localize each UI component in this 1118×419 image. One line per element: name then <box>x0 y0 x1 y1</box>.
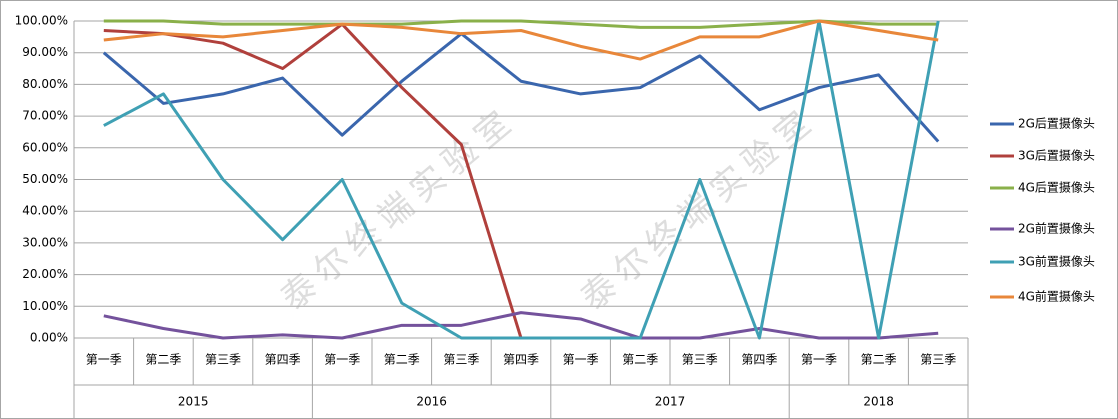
x-tick-label: 第三季 <box>682 353 718 367</box>
x-tick-label: 第四季 <box>741 353 777 367</box>
group-label: 2018 <box>863 395 894 409</box>
y-tick-label: 80.00% <box>22 77 68 91</box>
y-tick-label: 20.00% <box>22 267 68 281</box>
group-label: 2017 <box>655 395 686 409</box>
series-line <box>103 19 940 340</box>
group-label: 2016 <box>416 395 447 409</box>
x-tick-label: 第三季 <box>205 353 241 367</box>
legend-label: 3G后置摄像头 <box>1018 148 1095 163</box>
group-label: 2015 <box>178 395 209 409</box>
legend-label: 4G后置摄像头 <box>1018 180 1095 195</box>
x-tick-label: 第四季 <box>265 353 301 367</box>
y-tick-label: 0.00% <box>30 331 68 345</box>
x-tick-label: 第三季 <box>443 353 479 367</box>
x-tick-label: 第四季 <box>503 353 539 367</box>
x-tick-label: 第二季 <box>622 353 658 367</box>
legend-label: 2G前置摄像头 <box>1018 221 1095 236</box>
y-tick-label: 50.00% <box>22 172 68 186</box>
legend-label: 3G前置摄像头 <box>1018 254 1095 269</box>
x-tick-label: 第二季 <box>861 353 897 367</box>
y-tick-label: 90.00% <box>22 45 68 59</box>
x-tick-label: 第一季 <box>86 353 122 367</box>
x-tick-label: 第一季 <box>801 353 837 367</box>
y-tick-label: 70.00% <box>22 109 68 123</box>
y-tick-label: 30.00% <box>22 235 68 249</box>
series-line <box>103 19 939 61</box>
y-tick-label: 100.00% <box>15 14 68 28</box>
x-tick-label: 第一季 <box>324 353 360 367</box>
y-tick-label: 40.00% <box>22 204 68 218</box>
series-line <box>103 19 939 29</box>
x-tick-label: 第二季 <box>384 353 420 367</box>
series-line <box>102 32 940 143</box>
legend-label: 4G前置摄像头 <box>1018 289 1095 304</box>
x-tick-label: 第三季 <box>920 353 956 367</box>
y-tick-label: 10.00% <box>22 299 68 313</box>
y-tick-label: 60.00% <box>22 140 68 154</box>
series-line <box>103 311 939 340</box>
x-tick-label: 第一季 <box>563 353 599 367</box>
legend-label: 2G后置摄像头 <box>1018 116 1095 131</box>
x-tick-label: 第二季 <box>145 353 181 367</box>
